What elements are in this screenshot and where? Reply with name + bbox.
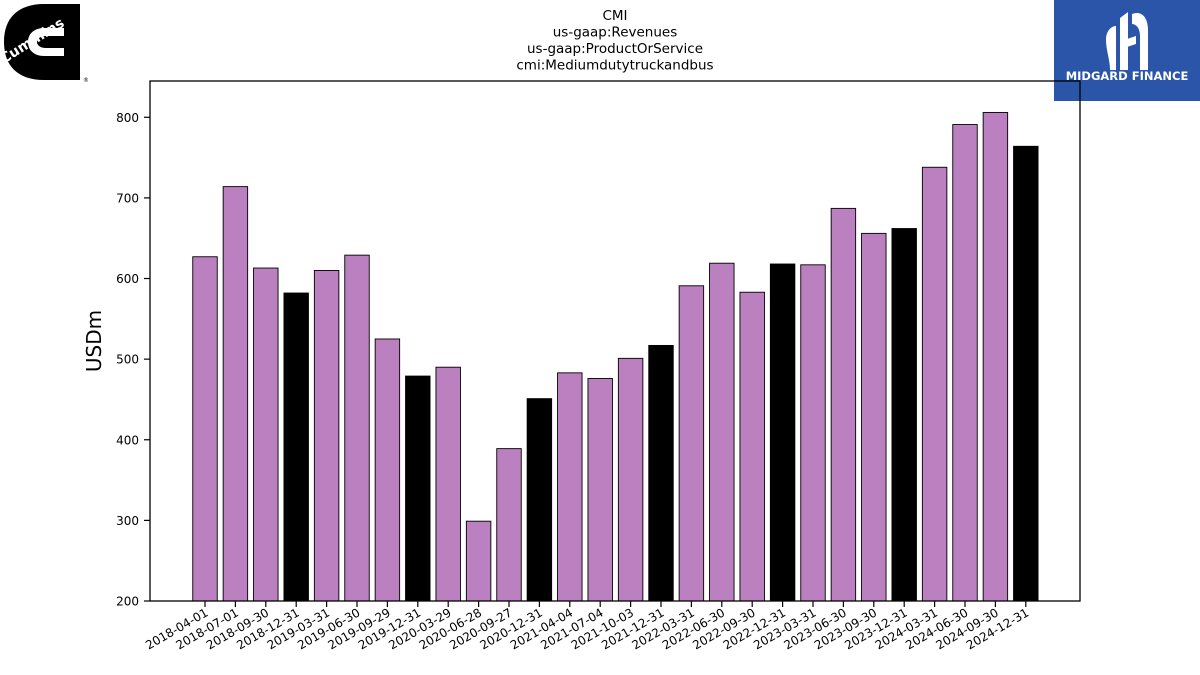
bar [587,378,613,602]
bar [222,186,249,602]
bar [861,232,887,602]
bar [435,366,461,602]
bar [709,262,735,602]
bar [192,256,218,602]
y-tick-label: 600 [116,272,139,286]
chart-title-line: us-gaap:ProductOrService [527,41,703,57]
midgard-finance-logo: MIDGARD FINANCE [1054,0,1200,101]
bar [557,372,583,602]
bar [253,267,279,602]
midgard-emblem-icon [1106,12,1148,70]
y-axis-label: USDm [82,310,106,372]
bar [830,207,857,602]
svg-text:®: ® [83,77,88,84]
chart-title: CMIus-gaap:Revenuesus-gaap:ProductOrServ… [516,8,713,74]
bar [405,375,431,602]
bar [891,228,917,602]
x-axis: 2018-04-012018-07-012018-09-302018-12-31… [143,601,1031,652]
chart-title-line: us-gaap:Revenues [553,25,678,41]
bar [344,254,370,602]
bar [800,264,826,602]
bar [648,344,674,602]
bar [313,270,340,602]
bar [496,448,522,602]
cummins-logo: Cummins ® [0,4,89,88]
bar [283,292,309,602]
plot-frame [149,80,1081,602]
bar [952,124,978,602]
bar [769,263,796,602]
bar [374,338,401,602]
y-tick-label: 500 [116,353,139,367]
bar [739,291,765,602]
chart-title-line: cmi:Mediumdutytruckandbus [516,58,713,74]
y-tick-label: 700 [116,191,139,205]
chart-title-line: CMI [602,8,627,24]
y-tick-label: 800 [116,111,139,125]
y-axis: 200 300 400 500 600 700 800 [116,111,150,609]
bar [982,111,1009,602]
y-tick-label: 400 [116,433,139,447]
bar [465,520,492,602]
bar [526,398,553,602]
bars-group [192,111,1039,602]
y-tick-label: 300 [116,514,139,528]
y-tick-label: 200 [116,595,139,609]
midgard-finance-wordmark: MIDGARD FINANCE [1065,69,1189,83]
bar [617,357,644,602]
bar [678,285,705,602]
bar [921,166,948,602]
bar [1013,145,1039,602]
